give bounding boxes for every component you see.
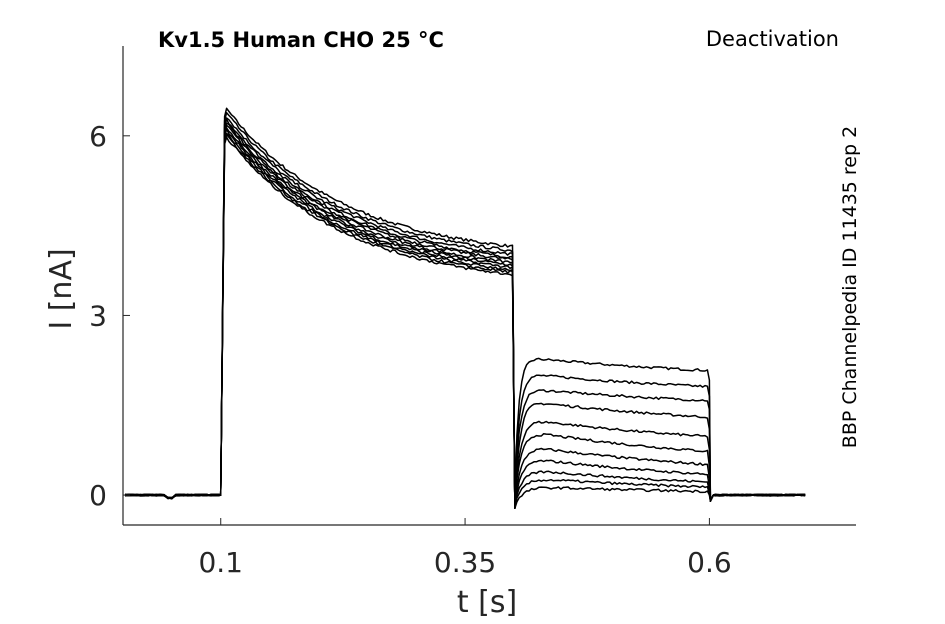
x-tick-label: 0.1 <box>198 546 243 579</box>
x-axis-label: t [s] <box>457 585 517 620</box>
current-trace <box>124 117 806 509</box>
x-tick-label: 0.6 <box>687 546 732 579</box>
current-trace <box>124 111 806 509</box>
current-trace <box>124 128 806 509</box>
y-tick-label: 3 <box>89 299 107 332</box>
protocol-label: Deactivation <box>706 27 839 51</box>
y-axis-label: I [nA] <box>44 248 79 329</box>
current-trace <box>124 118 806 509</box>
side-label: BBP Channelpedia ID 11435 rep 2 <box>839 126 861 448</box>
x-tick-label: 0.35 <box>434 546 496 579</box>
y-ticks: 0 3 6 <box>89 120 130 512</box>
traces <box>124 107 806 509</box>
current-trace <box>124 132 806 509</box>
current-trace <box>125 122 806 509</box>
current-trace <box>124 124 806 509</box>
x-ticks: 0.1 0.35 0.6 <box>198 518 732 579</box>
y-tick-label: 6 <box>89 120 107 153</box>
current-trace <box>124 136 806 509</box>
current-trace <box>124 133 806 509</box>
y-tick-label: 0 <box>89 479 107 512</box>
chart-title: Kv1.5 Human CHO 25 °C <box>158 28 444 52</box>
current-trace <box>124 107 806 509</box>
